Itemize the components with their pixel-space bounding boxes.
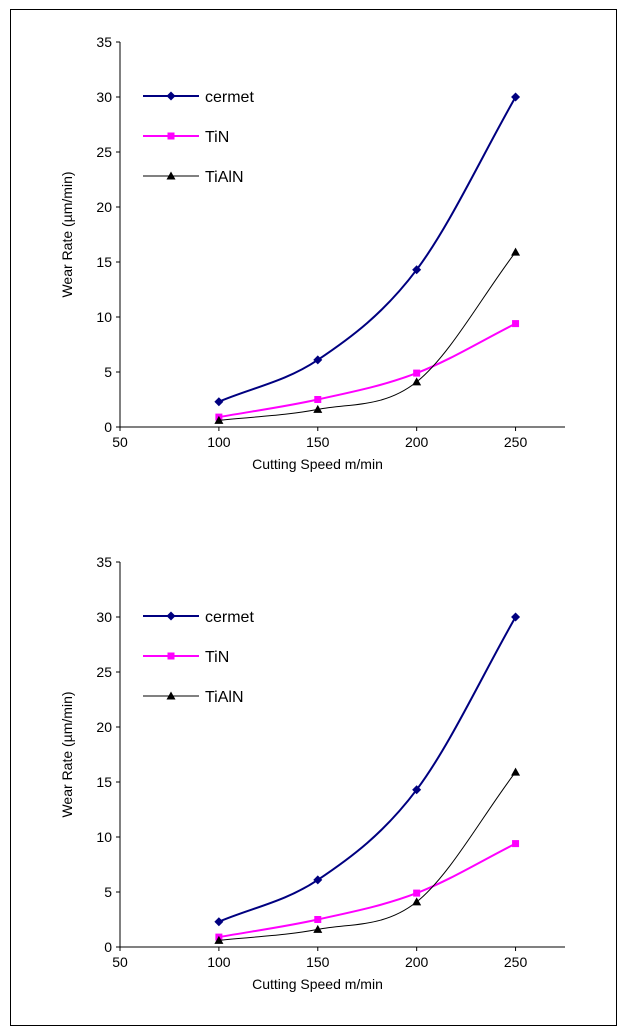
- data-point-tialn: [412, 897, 422, 906]
- data-point-tialn: [511, 247, 521, 256]
- series-line-cermet: [218, 616, 517, 923]
- chart-svg: 0 5 10 15 20 25 30 35 50 100 150 200 250 Cutting Spee…: [59, 554, 565, 992]
- data-point-cermet: [412, 265, 422, 275]
- legend-label-cermet: cermet: [205, 89, 254, 106]
- x-tick-label: 150: [306, 434, 330, 450]
- y-axis-label: Wear Rate (µm/min): [59, 691, 75, 817]
- series-line-tin: [218, 322, 517, 419]
- y-tick-label: 20: [96, 199, 112, 215]
- data-point-tin: [314, 916, 322, 923]
- data-point-cermet: [214, 397, 224, 407]
- y-tick-label: 35: [96, 554, 112, 570]
- data-point-cermet: [511, 612, 521, 622]
- data-point-tin: [314, 396, 322, 403]
- y-tick-label: 5: [104, 884, 112, 900]
- x-tick-label: 100: [207, 434, 231, 450]
- y-axis-label: Wear Rate (µm/min): [59, 171, 75, 297]
- x-tick-label: 200: [405, 954, 429, 970]
- data-point-cermet: [412, 785, 422, 795]
- data-point-tin: [512, 320, 520, 328]
- figure-frame: [10, 9, 617, 1026]
- x-tick-label: 50: [112, 954, 128, 970]
- data-point-cermet: [214, 917, 224, 927]
- series-line-cermet: [218, 96, 517, 403]
- data-point-tin: [413, 889, 421, 897]
- data-point-tialn: [511, 767, 521, 776]
- data-point-tialn: [412, 377, 422, 386]
- legend-label-tin: TiN: [205, 649, 229, 666]
- data-point-cermet: [313, 355, 323, 365]
- y-tick-label: 30: [96, 89, 112, 105]
- series-line-tialn: [218, 251, 516, 421]
- x-axis-label: Cutting Speed m/min: [252, 456, 383, 472]
- data-point-tialn: [313, 924, 323, 933]
- y-tick-label: 15: [96, 254, 112, 270]
- data-point-tin: [413, 369, 421, 377]
- legend-marker-tialn: [166, 171, 176, 180]
- wear-rate-chart-2: 0 5 10 15 20 25 30 35 50 100 150 200 250 Cutting Spee…: [0, 520, 625, 1030]
- y-tick-label: 15: [96, 774, 112, 790]
- y-tick-label: 10: [96, 829, 112, 845]
- legend-marker-tin: [167, 652, 175, 660]
- data-point-tialn: [214, 935, 224, 944]
- y-tick-label: 10: [96, 309, 112, 325]
- y-tick-label: 25: [96, 664, 112, 680]
- x-tick-label: 250: [504, 434, 528, 450]
- x-tick-label: 50: [112, 434, 128, 450]
- chart-svg: 0 5 10 15 20 25 30 35 50 100 150 200 250 Cutting Spee…: [59, 34, 565, 472]
- y-tick-label: 30: [96, 609, 112, 625]
- y-tick-label: 0: [104, 939, 112, 955]
- x-axis-label: Cutting Speed m/min: [252, 976, 383, 992]
- legend-label-tialn: TiAlN: [205, 689, 244, 706]
- legend-marker-cermet: [166, 611, 176, 621]
- legend-marker-tialn: [166, 691, 176, 700]
- legend-label-tialn: TiAlN: [205, 169, 244, 186]
- series-line-tin: [218, 842, 517, 939]
- data-point-cermet: [511, 92, 521, 102]
- legend-label-tin: TiN: [205, 129, 229, 146]
- y-tick-label: 5: [104, 364, 112, 380]
- x-tick-label: 100: [207, 954, 231, 970]
- data-point-cermet: [313, 875, 323, 885]
- data-point-tialn: [214, 415, 224, 424]
- legend-label-cermet: cermet: [205, 609, 254, 626]
- data-point-tialn: [313, 404, 323, 413]
- legend-marker-cermet: [166, 91, 176, 101]
- legend-marker-tin: [167, 132, 175, 140]
- y-tick-label: 35: [96, 34, 112, 50]
- x-tick-label: 250: [504, 954, 528, 970]
- y-tick-label: 0: [104, 419, 112, 435]
- data-point-tin: [512, 840, 520, 848]
- y-tick-label: 20: [96, 719, 112, 735]
- x-tick-label: 150: [306, 954, 330, 970]
- y-tick-label: 25: [96, 144, 112, 160]
- x-tick-label: 200: [405, 434, 429, 450]
- wear-rate-chart-1: 0 5 10 15 20 25 30 35 50 100 150 200 250 Cutting Spee…: [0, 0, 625, 510]
- series-line-tialn: [218, 771, 516, 941]
